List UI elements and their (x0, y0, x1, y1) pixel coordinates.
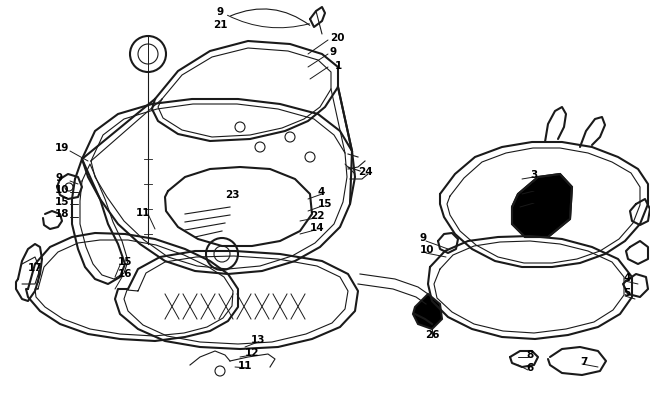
Text: 13: 13 (251, 334, 265, 344)
Text: 15: 15 (118, 256, 133, 266)
Text: 3: 3 (530, 170, 538, 179)
Text: 11: 11 (238, 360, 252, 370)
Text: 14: 14 (310, 222, 324, 232)
Text: 26: 26 (424, 329, 439, 339)
Text: 4: 4 (318, 187, 326, 196)
Text: 2: 2 (530, 183, 538, 192)
Text: 9: 9 (330, 47, 337, 57)
Text: 9: 9 (55, 173, 62, 183)
Text: 19: 19 (55, 143, 70, 153)
Text: 4: 4 (623, 272, 630, 282)
Text: 10: 10 (420, 244, 434, 254)
Text: 8: 8 (526, 349, 534, 359)
Text: 15: 15 (55, 196, 70, 207)
Text: 24: 24 (358, 166, 372, 177)
Text: 9: 9 (216, 7, 224, 17)
Text: 7: 7 (580, 356, 588, 366)
Text: 18: 18 (55, 209, 70, 218)
Text: 20: 20 (330, 33, 344, 43)
Text: 15: 15 (318, 198, 333, 209)
Text: 12: 12 (245, 347, 259, 357)
Text: 9: 9 (420, 232, 427, 243)
Text: 22: 22 (310, 211, 324, 220)
Text: 25: 25 (530, 194, 545, 205)
Polygon shape (512, 175, 572, 237)
Text: 17: 17 (28, 262, 43, 272)
Polygon shape (413, 294, 442, 329)
Text: 23: 23 (225, 190, 239, 200)
Text: 6: 6 (526, 362, 534, 372)
Text: 1: 1 (335, 61, 343, 71)
Text: 10: 10 (55, 185, 70, 194)
Text: 5: 5 (623, 287, 630, 297)
Text: 16: 16 (118, 269, 133, 278)
Text: 11: 11 (136, 207, 150, 217)
Text: 21: 21 (213, 20, 228, 30)
